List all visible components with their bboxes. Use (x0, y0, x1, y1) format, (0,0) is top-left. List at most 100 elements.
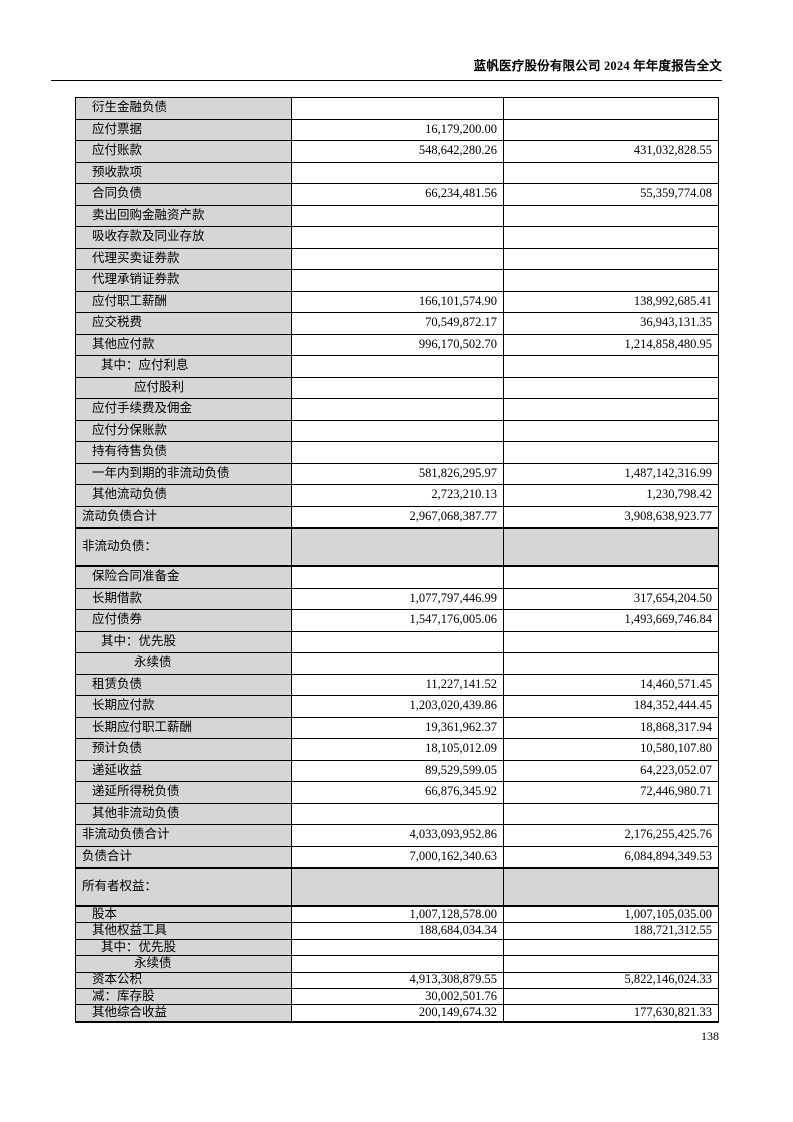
row-label-cell: 应付股利 (75, 376, 292, 399)
table-row: 应付分保账款 (75, 419, 719, 442)
current-period-amount-cell (291, 355, 504, 378)
table-row: 递延所得税负债 66,876,345.92 72,446,980.71 (75, 781, 719, 804)
row-label-cell: 代理承销证券款 (75, 269, 292, 292)
current-period-amount-cell (291, 802, 504, 825)
table-row: 非流动负债合计 4,033,093,952.86 2,176,255,425.76 (75, 824, 719, 847)
prior-period-amount-cell (503, 269, 719, 292)
table-row: 衍生金融负债 (75, 97, 719, 120)
current-period-amount-cell: 548,642,280.26 (291, 140, 504, 163)
row-label-cell: 长期借款 (75, 587, 292, 610)
row-label-cell: 其他非流动负债 (75, 802, 292, 825)
row-label-cell: 持有待售负债 (75, 441, 292, 464)
current-period-amount-cell (291, 97, 504, 120)
row-label-cell: 吸收存款及同业存放 (75, 226, 292, 249)
table-row: 其他流动负债 2,723,210.13 1,230,798.42 (75, 484, 719, 507)
prior-period-amount-cell: 3,908,638,923.77 (503, 505, 719, 529)
prior-period-amount-cell (503, 419, 719, 442)
table-row: 保险合同准备金 (75, 565, 719, 589)
row-label-cell: 其他应付款 (75, 333, 292, 356)
current-period-amount-cell: 16,179,200.00 (291, 118, 504, 141)
current-period-amount-cell (291, 419, 504, 442)
prior-period-amount-cell (503, 247, 719, 270)
prior-period-amount-cell (503, 565, 719, 589)
current-period-amount-cell (291, 565, 504, 589)
table-row: 流动负债合计 2,967,068,387.77 3,908,638,923.77 (75, 505, 719, 529)
row-label-cell: 应付账款 (75, 140, 292, 163)
table-row: 预计负债 18,105,012.09 10,580,107.80 (75, 738, 719, 761)
row-label-cell: 应付分保账款 (75, 419, 292, 442)
current-period-amount-cell (291, 247, 504, 270)
table-row: 减：库存股 30,002,501.76 (75, 987, 719, 1006)
prior-period-amount-cell: 177,630,821.33 (503, 1004, 719, 1023)
table-row: 持有待售负债 (75, 441, 719, 464)
prior-period-amount-cell: 10,580,107.80 (503, 738, 719, 761)
prior-period-amount-cell: 5,822,146,024.33 (503, 971, 719, 989)
prior-period-amount-cell (503, 630, 719, 653)
row-label-cell: 负债合计 (75, 845, 292, 869)
table-row: 永续债 (75, 652, 719, 675)
current-period-amount-cell (291, 226, 504, 249)
row-label-cell: 递延所得税负债 (75, 781, 292, 804)
row-label-cell: 其中：优先股 (75, 938, 292, 957)
table-row: 资本公积 4,913,308,879.55 5,822,146,024.33 (75, 971, 719, 989)
current-period-amount-cell: 66,234,481.56 (291, 183, 504, 206)
prior-period-amount-cell (503, 204, 719, 227)
current-period-amount-cell: 188,684,034.34 (291, 922, 504, 940)
current-period-amount-cell (291, 652, 504, 675)
current-period-amount-cell: 4,913,308,879.55 (291, 971, 504, 989)
current-period-amount-cell (291, 955, 504, 973)
prior-period-amount-cell: 1,230,798.42 (503, 484, 719, 507)
table-row: 应付债券 1,547,176,005.06 1,493,669,746.84 (75, 609, 719, 632)
current-period-amount-cell: 70,549,872.17 (291, 312, 504, 335)
row-label-cell: 股本 (75, 905, 292, 924)
prior-period-amount-cell: 14,460,571.45 (503, 673, 719, 696)
current-period-amount-cell: 18,105,012.09 (291, 738, 504, 761)
current-period-amount-cell: 1,547,176,005.06 (291, 609, 504, 632)
prior-period-amount-cell (503, 355, 719, 378)
current-period-amount-cell (291, 527, 504, 567)
table-row: 应付手续费及佣金 (75, 398, 719, 421)
prior-period-amount-cell (503, 161, 719, 184)
row-label-cell: 资本公积 (75, 971, 292, 989)
balance-sheet-rows: 衍生金融负债 应付票据 16,179,200.00 应付账款 548,642,280.2… (75, 97, 719, 1023)
current-period-amount-cell: 4,033,093,952.86 (291, 824, 504, 847)
table-row: 应交税费 70,549,872.17 36,943,131.35 (75, 312, 719, 335)
current-period-amount-cell: 1,007,128,578.00 (291, 905, 504, 924)
prior-period-amount-cell (503, 652, 719, 675)
table-row: 一年内到期的非流动负债 581,826,295.97 1,487,142,316.9… (75, 462, 719, 485)
current-period-amount-cell: 66,876,345.92 (291, 781, 504, 804)
row-label-cell: 永续债 (75, 652, 292, 675)
row-label-cell: 一年内到期的非流动负债 (75, 462, 292, 485)
section-header-row: 非流动负债： (75, 527, 719, 567)
prior-period-amount-cell: 55,359,774.08 (503, 183, 719, 206)
current-period-amount-cell: 581,826,295.97 (291, 462, 504, 485)
prior-period-amount-cell (503, 867, 719, 907)
current-period-amount-cell: 996,170,502.70 (291, 333, 504, 356)
balance-sheet-table: 衍生金融负债 应付票据 16,179,200.00 应付账款 548,642,280.2… (75, 97, 719, 1023)
current-period-amount-cell (291, 398, 504, 421)
row-label-cell: 合同负债 (75, 183, 292, 206)
prior-period-amount-cell: 64,223,052.07 (503, 759, 719, 782)
prior-period-amount-cell: 1,214,858,480.95 (503, 333, 719, 356)
row-label-cell: 其中：优先股 (75, 630, 292, 653)
row-label-cell: 预计负债 (75, 738, 292, 761)
prior-period-amount-cell (503, 398, 719, 421)
prior-period-amount-cell (503, 938, 719, 957)
table-row: 应付账款 548,642,280.26 431,032,828.55 (75, 140, 719, 163)
row-label-cell: 非流动负债： (75, 527, 292, 567)
row-label-cell: 递延收益 (75, 759, 292, 782)
table-row: 其他综合收益 200,149,674.32 177,630,821.33 (75, 1004, 719, 1023)
current-period-amount-cell (291, 938, 504, 957)
prior-period-amount-cell: 1,007,105,035.00 (503, 905, 719, 924)
table-row: 其中：优先股 (75, 938, 719, 957)
prior-period-amount-cell: 36,943,131.35 (503, 312, 719, 335)
prior-period-amount-cell: 2,176,255,425.76 (503, 824, 719, 847)
row-label-cell: 长期应付职工薪酬 (75, 716, 292, 739)
prior-period-amount-cell: 317,654,204.50 (503, 587, 719, 610)
prior-period-amount-cell (503, 802, 719, 825)
row-label-cell: 所有者权益： (75, 867, 292, 907)
prior-period-amount-cell: 431,032,828.55 (503, 140, 719, 163)
prior-period-amount-cell (503, 118, 719, 141)
current-period-amount-cell: 19,361,962.37 (291, 716, 504, 739)
table-row: 递延收益 89,529,599.05 64,223,052.07 (75, 759, 719, 782)
